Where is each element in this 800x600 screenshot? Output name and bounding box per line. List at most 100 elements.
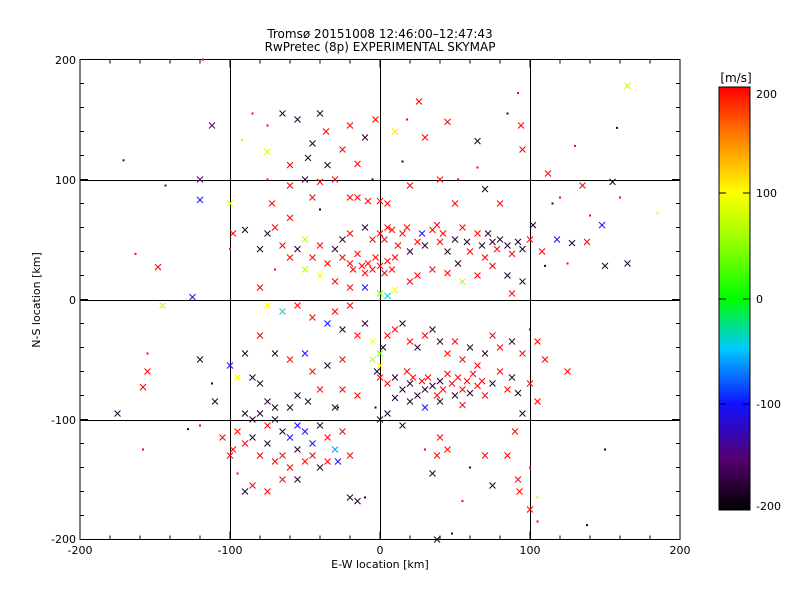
data-point-x [271,350,279,357]
data-point-x [568,239,576,247]
data-point-x [144,368,151,375]
data-point-x [508,338,516,345]
data-point-x [346,260,354,267]
colorbar-tick-label: 100 [756,187,777,200]
data-point-x [249,482,256,489]
data-point-x [226,452,234,459]
data-point-x [466,389,474,397]
data-point-dot [337,406,339,409]
data-point-x [496,344,504,351]
data-point-x [373,368,381,375]
data-point-x [294,302,301,309]
data-point-dot [236,472,239,475]
data-point-x [316,178,324,186]
data-point-x [309,254,316,261]
data-point-x [424,374,432,381]
data-point-x [309,440,316,447]
data-point-x [301,176,309,183]
x-tick-label: 0 [377,544,384,557]
data-point-x [264,440,271,447]
x-axis-label: E-W location [km] [331,558,429,571]
data-point-x [211,398,219,405]
data-point-x [346,452,354,459]
data-point-x [354,250,361,258]
data-point-x [361,224,369,231]
data-point-x [301,350,309,357]
data-point-x [469,370,477,378]
data-point-x [534,398,541,405]
data-point-x [526,506,534,513]
data-point-x [463,238,471,246]
data-point-x [444,350,451,357]
data-point-x [331,245,339,253]
x-tick-label: 100 [520,544,541,557]
data-point-x [324,458,331,465]
data-point-x [361,284,369,291]
data-point-x [409,374,417,381]
data-point-x [519,146,526,153]
data-point-x [444,446,451,453]
data-point-x [624,260,631,267]
data-point-x [466,248,474,255]
data-point-x [414,392,421,399]
data-point-x [553,236,561,243]
data-point-x [439,230,447,237]
data-point-x [481,350,489,357]
data-point-x [256,452,264,459]
data-point-x [444,248,451,255]
data-point-x [349,266,357,273]
data-point-x [271,224,279,231]
data-point-x [421,332,429,339]
chart-subtitle: RwPretec (8p) EXPERIMENTAL SKYMAP [265,40,496,54]
data-point-dot [544,264,546,267]
data-point-x [316,272,324,279]
data-point-x [304,154,312,162]
data-point-x [403,368,411,375]
data-point-x [519,278,526,285]
data-point-dot [142,448,144,451]
data-point-dot [406,118,408,121]
data-point-x [516,488,523,495]
data-point-dot [146,352,149,355]
data-point-x [433,392,441,399]
data-point-dot [266,178,269,181]
data-point-x [598,221,606,229]
data-point-x [388,226,396,234]
colorbar-ticks [719,192,750,405]
data-point-x [436,176,444,183]
data-point-x [139,383,147,391]
x-tick-labels: -200 -100 0 100 200 [68,544,691,557]
data-point-x [399,320,406,327]
data-point-x [309,194,316,201]
data-point-dot [202,58,204,61]
x-tick-label: -200 [68,544,93,557]
data-point-x [354,194,361,201]
data-point-x [454,374,462,381]
data-point-x [421,404,429,411]
data-point-x [529,221,537,229]
data-point-x [541,356,549,363]
data-point-x [406,338,414,345]
data-point-x [316,386,324,393]
data-point-x [399,422,406,429]
data-point-x [459,386,466,393]
data-point-dot [229,248,231,251]
data-point-dot [586,524,588,527]
data-point-dot [476,166,479,169]
data-point-x [226,362,234,369]
data-point-dot [457,178,459,181]
data-point-x [309,452,316,459]
data-point-x [406,278,414,285]
data-point-x [346,122,354,129]
data-point-x [361,134,369,141]
data-point-x [271,404,279,411]
y-axis-label: N-S location [km] [30,252,43,348]
data-point-x [463,377,471,385]
data-point-dot [529,328,531,331]
data-point-x [354,160,361,168]
data-point-x [384,380,391,387]
data-point-x [514,389,522,397]
data-point-dot [551,202,554,205]
data-point-x [286,434,294,441]
data-point-x [526,236,534,243]
